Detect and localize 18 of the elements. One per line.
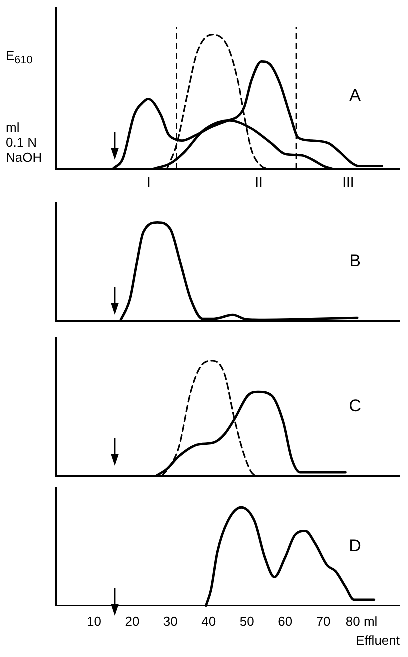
text: II [255, 174, 263, 190]
x-tick-label: 10 [86, 614, 102, 630]
y-axis-title: E$_{610}$ [6, 48, 33, 69]
annotation: B [350, 252, 361, 271]
x-tick-label: 40 [202, 614, 216, 630]
x-tick-label: 50 [240, 614, 254, 630]
x-tick-label: 30 [163, 614, 178, 630]
x-tick-label: 70 [316, 614, 331, 630]
text: III [342, 174, 354, 190]
annotation: C [349, 396, 362, 416]
x-tick-label: 80 ml [346, 614, 378, 630]
x-tick-label: 60 [278, 614, 293, 630]
annotation: A [350, 86, 362, 106]
y2-axis-title: ml 0.1 N NaOH [6, 120, 42, 165]
text: I [146, 174, 151, 190]
x-tick-label: 20 [125, 614, 140, 630]
annotation: D [349, 536, 362, 556]
x-axis-title: Effluent [356, 632, 400, 648]
